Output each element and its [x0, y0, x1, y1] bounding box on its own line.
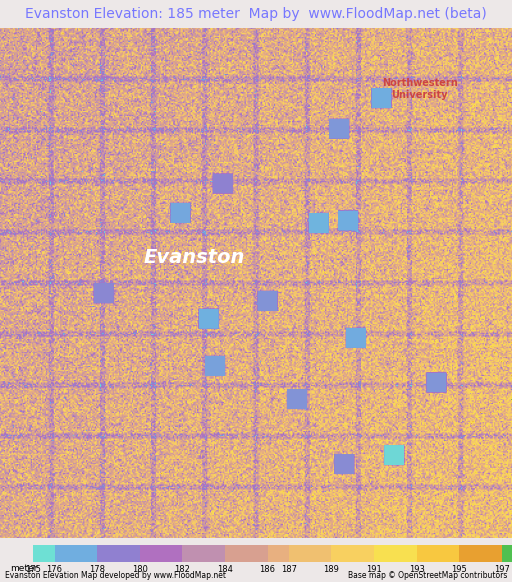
- Bar: [140, 545, 182, 562]
- Text: meter: meter: [10, 563, 37, 573]
- Bar: [459, 545, 502, 562]
- Bar: [182, 545, 225, 562]
- Bar: [267, 545, 289, 562]
- Bar: [225, 545, 267, 562]
- Bar: [374, 545, 417, 562]
- Text: 184: 184: [217, 565, 233, 574]
- Bar: [289, 545, 331, 562]
- Text: 175: 175: [25, 565, 41, 574]
- Bar: [331, 545, 374, 562]
- Bar: [55, 545, 97, 562]
- Text: 193: 193: [409, 565, 424, 574]
- Bar: [33, 545, 55, 562]
- Text: 189: 189: [324, 565, 339, 574]
- Text: 178: 178: [89, 565, 105, 574]
- Text: 182: 182: [175, 565, 190, 574]
- Text: 176: 176: [47, 565, 62, 574]
- Text: Evanston: Evanston: [144, 248, 245, 267]
- Text: 195: 195: [451, 565, 467, 574]
- Bar: [417, 545, 459, 562]
- Text: 191: 191: [366, 565, 382, 574]
- Text: 197: 197: [494, 565, 510, 574]
- Text: Base map © OpenStreetMap contributors: Base map © OpenStreetMap contributors: [348, 571, 507, 580]
- Text: 187: 187: [281, 565, 297, 574]
- Bar: [97, 545, 140, 562]
- Text: Evanston Elevation: 185 meter  Map by  www.FloodMap.net (beta): Evanston Elevation: 185 meter Map by www…: [25, 7, 487, 21]
- Text: 180: 180: [132, 565, 147, 574]
- Text: Evanston Elevation Map developed by www.FloodMap.net: Evanston Elevation Map developed by www.…: [5, 571, 226, 580]
- Text: Northwestern
University: Northwestern University: [382, 79, 458, 100]
- Bar: [502, 545, 512, 562]
- Text: 186: 186: [260, 565, 275, 574]
